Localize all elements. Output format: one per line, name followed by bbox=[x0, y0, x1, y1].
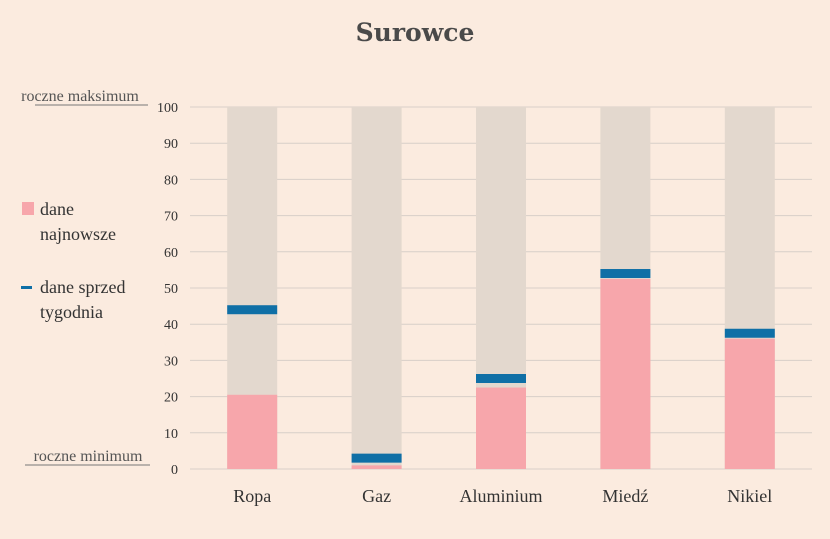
legend-label-latest-line2: najnowsze bbox=[40, 224, 116, 244]
y-tick-label: 90 bbox=[164, 137, 178, 152]
legend-label-latest-line1: dane bbox=[40, 199, 74, 219]
legend-swatch-previous bbox=[21, 286, 32, 289]
y-axis-ticks: 0 10 20 30 40 50 60 70 80 90 100 bbox=[157, 101, 178, 478]
marker-previous-aluminium bbox=[476, 374, 526, 383]
chart-title: Surowce bbox=[356, 18, 475, 47]
y-tick-label: 10 bbox=[164, 427, 178, 442]
y-tick-label: 20 bbox=[164, 391, 178, 406]
legend-label-previous-line2: tygodnia bbox=[40, 302, 103, 322]
x-tick-label: Aluminium bbox=[459, 486, 542, 506]
bar-latest-aluminium bbox=[476, 387, 526, 469]
marker-previous-nikiel bbox=[724, 328, 775, 338]
x-tick-label: Miedź bbox=[602, 486, 648, 506]
x-tick-label: Ropa bbox=[233, 486, 271, 506]
bar-latest-ropa bbox=[227, 394, 278, 469]
y-tick-label: 70 bbox=[164, 210, 178, 225]
legend-swatch-latest bbox=[22, 202, 34, 215]
y-tick-label: 80 bbox=[164, 173, 178, 188]
x-tick-label: Gaz bbox=[362, 486, 391, 506]
bar-latest-miedź bbox=[600, 278, 651, 469]
y-tick-label: 100 bbox=[157, 101, 178, 116]
x-tick-label: Nikiel bbox=[727, 486, 772, 506]
marker-previous-gaz bbox=[351, 453, 402, 463]
legend-label-previous-line1: dane sprzed bbox=[40, 277, 125, 297]
bars-layer bbox=[227, 107, 775, 469]
annotation-min: roczne minimum bbox=[34, 448, 143, 465]
y-tick-label: 0 bbox=[171, 463, 178, 478]
y-tick-label: 40 bbox=[164, 318, 178, 333]
y-tick-label: 30 bbox=[164, 354, 178, 369]
annotation-max: roczne maksimum bbox=[21, 88, 139, 105]
bar-latest-gaz bbox=[351, 465, 402, 469]
marker-previous-ropa bbox=[227, 305, 278, 315]
bar-latest-nikiel bbox=[724, 338, 775, 469]
x-axis-ticks: Ropa Gaz Aluminium Miedź Nikiel bbox=[233, 486, 772, 506]
y-tick-label: 50 bbox=[164, 282, 178, 297]
y-tick-label: 60 bbox=[164, 246, 178, 261]
legend: dane najnowsze dane sprzed tygodnia bbox=[21, 199, 125, 322]
marker-previous-miedź bbox=[600, 269, 651, 279]
bar-range-gaz bbox=[351, 107, 402, 469]
